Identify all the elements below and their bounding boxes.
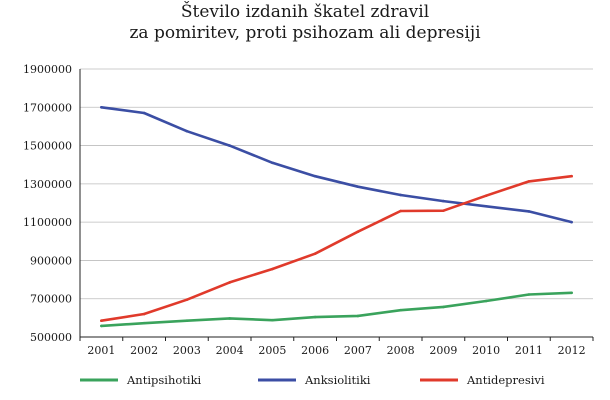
data-point-antipsihotiki [356,314,360,318]
x-tick-label: 2008 [387,344,415,357]
y-tick-label: 500000 [30,331,72,344]
x-tick-label: 2001 [87,344,115,357]
data-point-antidepresivi [527,180,531,183]
x-tick-label: 2010 [472,344,500,357]
legend-label-anksiolitiki: Anksiolitiki [304,373,371,387]
data-point-antidepresivi [399,209,402,213]
x-tick-label: 2009 [429,344,457,357]
y-axis-ticks: 1900000 1700000 1500000 1300000 1100000 90000… [23,63,72,344]
legend-label-antipsihotiki: Antipsihotiki [126,373,202,387]
data-point-anksiolitiki [484,204,488,208]
data-point-antidepresivi [100,319,103,323]
x-tick-label: 2007 [344,344,372,357]
data-point-anksiolitiki [100,105,103,109]
x-axis-ticks: 2001 2002 2003 2004 2005 2006 2007 2008 2009 2010… [79,337,594,357]
series-lines [100,105,573,328]
data-point-antidepresivi [484,194,488,198]
data-point-antidepresivi [313,252,317,256]
series-line-antidepresivi [100,174,573,323]
data-point-antipsihotiki [142,321,146,325]
data-point-anksiolitiki [271,161,274,165]
data-point-anksiolitiki [142,111,146,115]
data-point-anksiolitiki [527,210,531,213]
data-point-antipsihotiki [228,317,231,320]
data-point-antidepresivi [185,298,189,301]
data-point-anksiolitiki [185,129,189,133]
y-tick-label: 1100000 [23,216,72,229]
x-tick-label: 2003 [173,344,201,357]
y-tick-label: 1500000 [23,140,72,153]
x-tick-label: 2006 [301,344,329,357]
data-point-antidepresivi [442,209,445,212]
legend: Antipsihotiki Anksiolitiki Antidepresivi [80,373,545,387]
x-tick-label: 2012 [558,344,586,357]
data-point-antidepresivi [228,281,231,284]
x-tick-label: 2004 [216,344,244,357]
data-point-antipsihotiki [185,319,189,323]
data-point-antidepresivi [356,230,360,234]
data-point-antidepresivi [570,174,573,178]
series-line-antipsihotiki [100,291,573,328]
series-line-anksiolitiki [100,106,573,224]
y-tick-label: 1900000 [23,63,72,76]
data-point-antipsihotiki [570,291,573,295]
y-tick-label: 900000 [30,254,72,267]
x-tick-label: 2002 [130,344,158,357]
data-point-antipsihotiki [271,318,274,322]
x-tick-label: 2011 [515,344,543,357]
chart-title-line-2: za pomiritev, proti psihozam ali depresi… [129,23,481,43]
data-point-antipsihotiki [484,299,488,303]
data-point-antidepresivi [271,267,274,271]
gridlines [79,68,593,338]
chart-title-line-1: Število izdanih škatel zdravil [181,1,429,22]
y-tick-label: 1300000 [23,178,72,191]
data-point-antipsihotiki [399,308,402,312]
data-point-anksiolitiki [356,185,360,189]
data-point-antidepresivi [142,312,146,316]
data-point-anksiolitiki [442,199,445,203]
data-point-antipsihotiki [313,315,317,319]
data-point-anksiolitiki [570,220,573,224]
data-point-antipsihotiki [100,324,103,328]
y-tick-label: 700000 [30,293,72,306]
data-point-antipsihotiki [527,293,531,296]
x-tick-label: 2005 [258,344,286,357]
legend-label-antidepresivi: Antidepresivi [466,373,545,387]
y-tick-label: 1700000 [23,101,72,114]
data-point-antipsihotiki [442,305,445,309]
data-point-anksiolitiki [313,174,317,178]
data-point-anksiolitiki [399,193,402,197]
data-point-anksiolitiki [228,144,231,147]
